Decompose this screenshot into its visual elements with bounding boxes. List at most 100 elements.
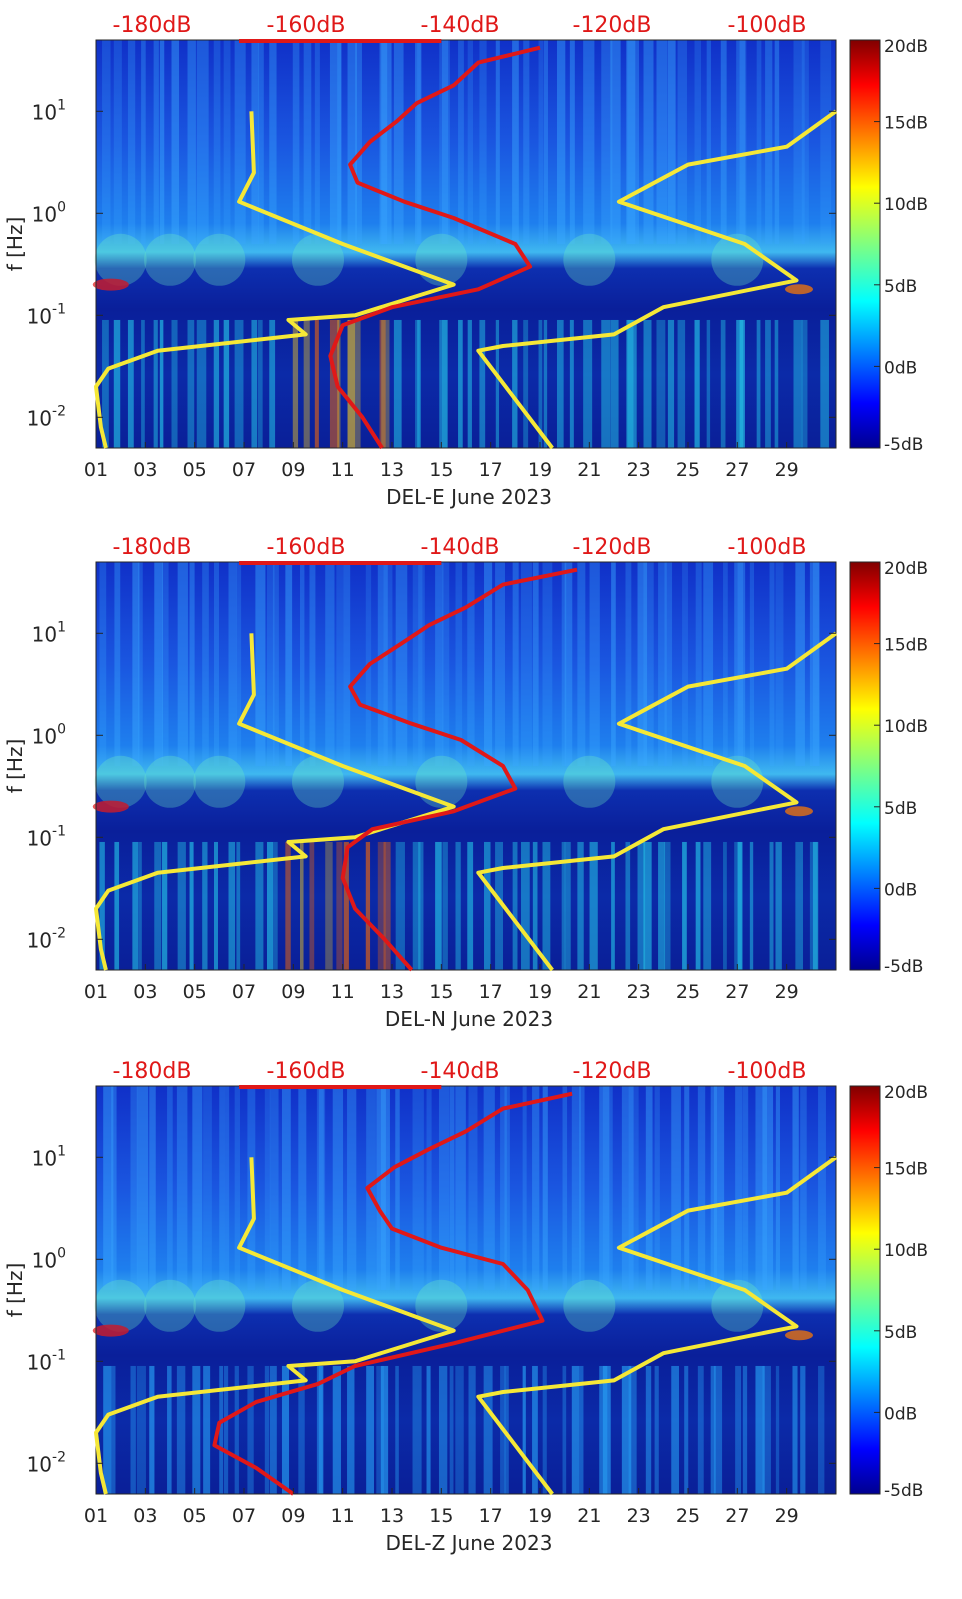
- noise-stripe: [812, 562, 820, 766]
- microseism-peak: [92, 278, 129, 291]
- plot-frame: [95, 1085, 837, 1495]
- noise-stripe: [266, 841, 274, 970]
- top-axis-label: -120dB: [573, 1059, 652, 1084]
- noise-stripe: [102, 319, 109, 448]
- noise-stripe: [393, 40, 404, 244]
- noise-stripe: [377, 562, 388, 766]
- noise-stripe: [103, 1086, 114, 1290]
- noise-stripe: [376, 1086, 386, 1290]
- noise-stripe: [577, 841, 584, 970]
- top-axis-label: -160dB: [267, 1059, 346, 1084]
- top-axis-label: -140dB: [421, 13, 500, 38]
- series-yellow-line: [476, 1155, 838, 1496]
- y-axis-label: f [Hz]: [3, 1263, 27, 1318]
- noise-stripe: [737, 841, 742, 970]
- noise-stripe: [138, 841, 142, 970]
- y-tick-exponent: -1: [52, 823, 66, 839]
- noise-stripe: [303, 319, 310, 448]
- x-axis-label: DEL-E June 2023: [386, 485, 552, 509]
- top-axis-label: -100dB: [728, 535, 807, 560]
- noise-stripe: [136, 1365, 146, 1494]
- noise-stripe: [774, 40, 780, 244]
- noise-stripe: [247, 1365, 254, 1494]
- microseism-blob: [193, 755, 246, 808]
- noise-stripe: [564, 841, 571, 970]
- noise-stripe: [264, 1365, 270, 1494]
- noise-stripe: [484, 562, 493, 766]
- noise-stripe: [213, 319, 220, 448]
- noise-stripe: [269, 1365, 277, 1494]
- x-tick-label: 01: [84, 1505, 108, 1527]
- noise-stripe: [347, 1365, 355, 1494]
- noise-stripe: [671, 1086, 681, 1290]
- microseism-peak: [785, 1330, 813, 1341]
- noise-stripe: [439, 40, 450, 244]
- noise-stripe: [439, 319, 448, 448]
- y-tick-label: 100: [32, 1245, 66, 1272]
- noise-stripe: [318, 1365, 323, 1494]
- noise-stripe: [138, 562, 143, 766]
- spectrogram-background: [96, 562, 836, 970]
- microseism-blob: [292, 233, 344, 286]
- noise-stripe: [562, 1086, 568, 1290]
- noise-stripe: [272, 562, 279, 766]
- y-tick-exponent: 0: [57, 199, 66, 215]
- noise-stripe: [343, 841, 349, 970]
- noise-stripe: [196, 319, 207, 448]
- noise-stripe: [775, 841, 782, 970]
- colorbar-tick-label: 0dB: [884, 358, 917, 378]
- colorbar-tick-label: 0dB: [884, 880, 917, 900]
- noise-stripe: [818, 1086, 826, 1290]
- series-yellow-line: [94, 1157, 456, 1495]
- top-axis-label: -180dB: [113, 535, 192, 560]
- noise-stripe: [569, 40, 575, 244]
- noise-stripe: [415, 40, 421, 244]
- x-tick-label: 29: [775, 1505, 799, 1527]
- noise-stripe: [332, 1365, 341, 1494]
- noise-stripe: [500, 1086, 507, 1290]
- noise-stripe: [601, 319, 611, 448]
- x-tick-label: 09: [281, 1505, 305, 1527]
- y-tick-exponent: 0: [57, 1245, 66, 1261]
- noise-stripe: [236, 562, 242, 766]
- noise-stripe: [643, 319, 652, 448]
- noise-stripe: [228, 841, 236, 970]
- noise-stripe: [379, 40, 388, 244]
- noise-stripe: [441, 319, 447, 448]
- noise-stripe: [792, 1365, 798, 1494]
- noise-stripe: [735, 1365, 742, 1494]
- noise-stripe: [113, 319, 121, 448]
- noise-stripe: [710, 1365, 716, 1494]
- noise-stripe: [483, 1086, 495, 1290]
- noise-stripe: [285, 841, 291, 970]
- colorbar-tick-label: 5dB: [884, 277, 917, 297]
- noise-stripe: [512, 40, 519, 244]
- x-tick-label: 17: [479, 459, 503, 481]
- noise-stripe: [111, 1086, 117, 1290]
- noise-stripe: [332, 1086, 344, 1290]
- spectrogram-texture: [92, 562, 820, 970]
- plot-frame: [95, 561, 837, 971]
- noise-stripe: [202, 562, 209, 766]
- y-tick-label: 101: [32, 97, 66, 124]
- y-tick-label: 101: [32, 1143, 66, 1170]
- noise-stripe: [202, 841, 208, 970]
- noise-stripe: [703, 562, 714, 766]
- colorbar: [849, 39, 881, 449]
- noise-stripe: [658, 562, 667, 766]
- noise-stripe: [418, 562, 425, 766]
- x-tick-label: 03: [133, 1505, 157, 1527]
- x-tick-label: 25: [676, 1505, 700, 1527]
- noise-stripe: [504, 1086, 510, 1290]
- noise-stripe: [167, 1365, 172, 1494]
- noise-stripe: [643, 40, 654, 244]
- top-axis-label: -180dB: [113, 13, 192, 38]
- noise-stripe: [795, 562, 805, 766]
- noise-stripe: [449, 1086, 455, 1290]
- noise-stripe: [258, 319, 263, 448]
- noise-stripe: [556, 40, 566, 244]
- noise-stripe: [266, 562, 275, 766]
- x-tick-label: 23: [627, 1505, 651, 1527]
- noise-stripe: [742, 1365, 748, 1494]
- noise-stripe: [720, 319, 726, 448]
